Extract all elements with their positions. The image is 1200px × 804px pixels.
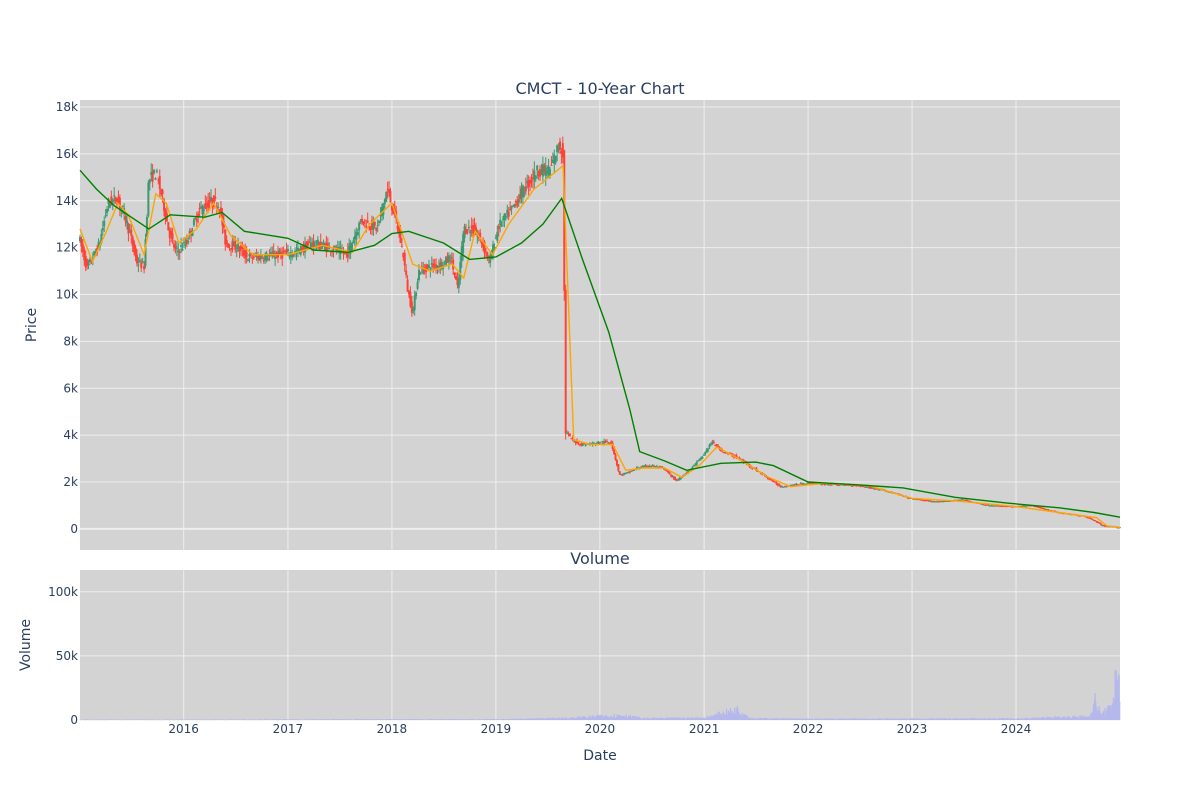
- price-y-tick: 8k: [63, 334, 78, 348]
- price-y-tick: 6k: [63, 381, 78, 395]
- candle: [167, 222, 169, 230]
- volume-subplot-title: Volume: [570, 549, 630, 568]
- date-x-tick: 2017: [273, 722, 304, 736]
- price-axis-title: Price: [24, 308, 40, 342]
- date-x-tick: 2016: [168, 722, 199, 736]
- candle: [385, 191, 387, 202]
- volume-axis-title: Volume: [18, 619, 34, 671]
- volume-y-tick: 0: [70, 713, 78, 727]
- date-x-tick-labels: 2016 2017 2018 2019 2020 2021 2022 2023 2024: [168, 722, 1031, 736]
- price-y-tick: 10k: [56, 288, 78, 302]
- candle: [619, 471, 621, 475]
- price-y-tick: 16k: [56, 147, 78, 161]
- volume-y-tick-labels: 0 50k 100k: [48, 585, 78, 727]
- date-x-tick: 2019: [481, 722, 512, 736]
- chart-title: CMCT - 10-Year Chart: [515, 79, 684, 98]
- date-x-tick: 2021: [689, 722, 720, 736]
- date-x-tick: 2018: [377, 722, 408, 736]
- candle: [147, 180, 149, 218]
- price-y-tick: 0: [70, 522, 78, 536]
- volume-bar: [1119, 701, 1120, 720]
- price-y-tick-labels: 0 2k 4k 6k 8k 10k 12k 14k 16k 18k: [56, 100, 78, 536]
- volume-y-tick: 50k: [56, 649, 78, 663]
- price-y-tick: 2k: [63, 475, 78, 489]
- date-x-tick: 2022: [793, 722, 824, 736]
- price-y-tick: 14k: [56, 194, 78, 208]
- volume-y-tick: 100k: [48, 585, 78, 599]
- price-y-tick: 4k: [63, 428, 78, 442]
- date-axis-title: Date: [583, 748, 616, 764]
- candle: [565, 285, 567, 440]
- date-x-tick: 2023: [897, 722, 928, 736]
- date-x-tick: 2020: [585, 722, 616, 736]
- price-y-tick: 18k: [56, 100, 78, 114]
- candle: [600, 441, 602, 442]
- date-x-tick: 2024: [1001, 722, 1032, 736]
- price-y-tick: 12k: [56, 241, 78, 255]
